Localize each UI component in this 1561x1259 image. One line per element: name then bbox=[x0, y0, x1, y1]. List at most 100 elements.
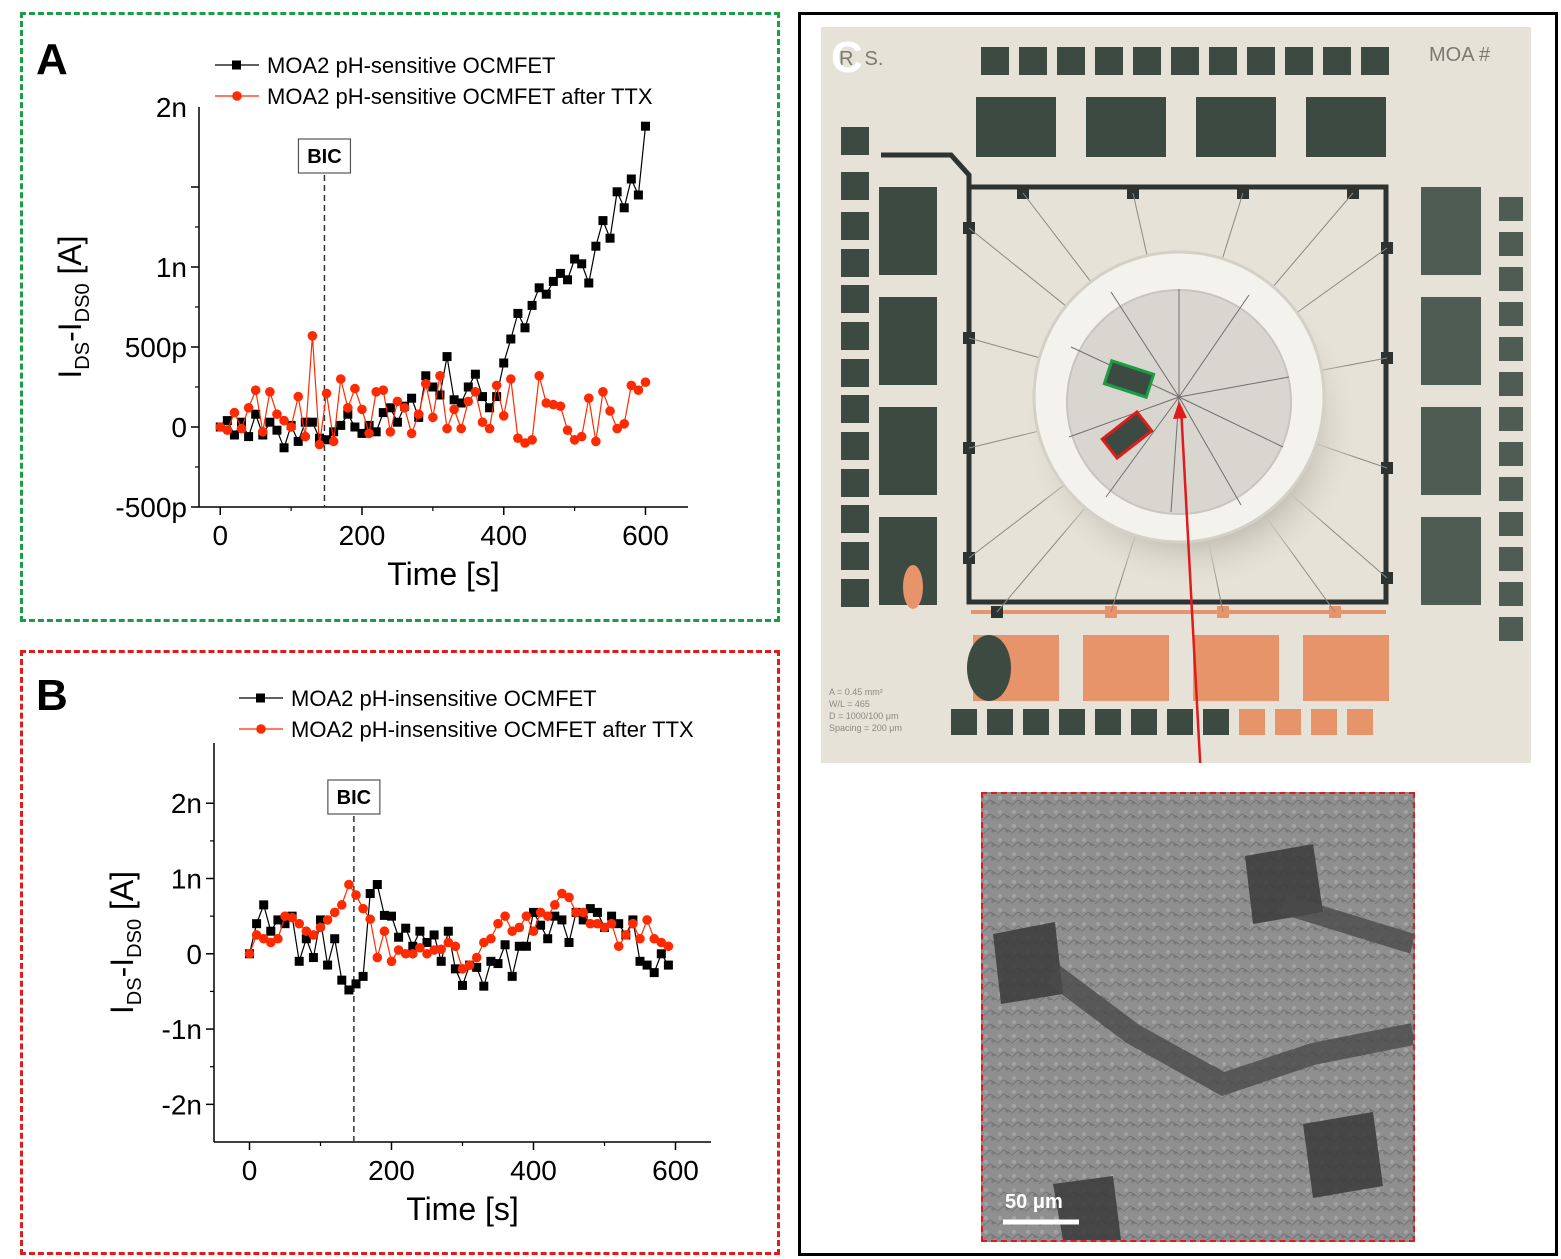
data-point bbox=[499, 358, 509, 368]
data-point bbox=[563, 275, 573, 285]
panel-a-letter: A bbox=[36, 35, 68, 84]
data-point bbox=[542, 911, 553, 921]
chip-spec-1: A = 0.45 mm² bbox=[829, 687, 883, 697]
data-point bbox=[484, 423, 495, 434]
chip-label-left: R. S. bbox=[839, 48, 883, 70]
data-point bbox=[456, 398, 466, 408]
data-point bbox=[293, 436, 303, 446]
y-tick-label: 0 bbox=[171, 412, 187, 443]
legend-marker bbox=[232, 60, 241, 70]
data-point bbox=[322, 435, 332, 445]
data-point bbox=[633, 385, 644, 396]
data-point bbox=[328, 436, 339, 447]
data-point bbox=[236, 423, 247, 434]
y-tick-label: 2n bbox=[171, 788, 202, 819]
data-point bbox=[591, 436, 601, 447]
data-point bbox=[607, 911, 617, 921]
data-point bbox=[442, 423, 452, 434]
data-point bbox=[273, 933, 283, 944]
data-point bbox=[535, 907, 546, 918]
data-point bbox=[237, 417, 247, 427]
data-point bbox=[420, 379, 431, 389]
data-point bbox=[500, 911, 510, 921]
data-point bbox=[350, 383, 360, 394]
zoom-arrow-head bbox=[1173, 401, 1187, 419]
legend-label: MOA2 pH-sensitive OCMFET bbox=[267, 53, 556, 78]
data-point bbox=[464, 960, 475, 970]
data-point bbox=[351, 979, 361, 989]
data-point bbox=[663, 941, 674, 952]
panel-c: R. S. MOA # A = 0.45 mm² W/L = 465 D = 1… bbox=[798, 12, 1558, 1256]
data-point bbox=[635, 956, 645, 966]
data-point bbox=[357, 428, 367, 438]
data-point bbox=[458, 980, 467, 990]
data-point bbox=[406, 428, 417, 439]
data-point bbox=[244, 432, 254, 442]
data-point bbox=[513, 308, 523, 318]
data-point bbox=[577, 259, 587, 269]
legend-label: MOA2 pH-insensitive OCMFET after TTX bbox=[291, 717, 694, 742]
data-point bbox=[435, 371, 445, 381]
data-point bbox=[479, 981, 489, 991]
data-point bbox=[399, 403, 410, 413]
data-point bbox=[408, 948, 418, 959]
data-point bbox=[300, 431, 311, 442]
data-point bbox=[344, 879, 354, 890]
data-point bbox=[307, 417, 317, 427]
data-point bbox=[534, 371, 544, 381]
data-point bbox=[541, 289, 551, 299]
data-point bbox=[640, 121, 650, 131]
data-point bbox=[222, 416, 232, 426]
data-point bbox=[279, 415, 289, 426]
data-point bbox=[266, 926, 276, 936]
panel-c-letter: C bbox=[831, 33, 863, 82]
data-point bbox=[351, 890, 361, 900]
data-point bbox=[605, 233, 615, 243]
data-point bbox=[485, 403, 495, 413]
data-point bbox=[265, 387, 275, 397]
data-point bbox=[513, 433, 523, 444]
chip-spec-3: D = 1000/100 μm bbox=[829, 711, 898, 721]
micrograph-drawing: 50 μm bbox=[983, 794, 1413, 1240]
data-point bbox=[470, 387, 481, 397]
data-point bbox=[642, 960, 652, 970]
data-point bbox=[599, 922, 610, 933]
data-point bbox=[619, 203, 629, 213]
sensing-electrode-green bbox=[1102, 358, 1156, 400]
data-point bbox=[472, 962, 482, 972]
data-point bbox=[640, 377, 651, 388]
sensing-electrode-red bbox=[1100, 409, 1154, 461]
data-point bbox=[493, 918, 503, 929]
bic-label: BIC bbox=[337, 787, 371, 809]
data-point bbox=[626, 380, 637, 391]
data-point bbox=[435, 390, 445, 400]
y-axis-title: IDS-IDS0 [A] bbox=[52, 235, 94, 378]
moa-chip-photo: R. S. MOA # A = 0.45 mm² W/L = 465 D = 1… bbox=[821, 27, 1531, 798]
data-point bbox=[316, 915, 325, 925]
data-point bbox=[562, 425, 573, 436]
data-point bbox=[436, 944, 447, 955]
zoom-arrow bbox=[1179, 406, 1204, 798]
data-point bbox=[506, 374, 516, 384]
data-point bbox=[421, 371, 431, 381]
data-point bbox=[570, 254, 580, 264]
x-tick-label: 0 bbox=[242, 1155, 258, 1186]
data-point bbox=[393, 945, 404, 955]
data-point bbox=[628, 918, 638, 929]
data-point bbox=[471, 952, 482, 963]
data-point bbox=[329, 907, 340, 918]
data-point bbox=[365, 889, 375, 899]
data-point bbox=[428, 412, 438, 423]
data-point bbox=[429, 930, 439, 940]
data-point bbox=[450, 941, 461, 952]
data-point bbox=[663, 960, 673, 970]
data-point bbox=[379, 910, 389, 920]
x-tick-label: 200 bbox=[368, 1155, 415, 1186]
chip-spec-2: W/L = 465 bbox=[829, 699, 870, 709]
data-point bbox=[576, 431, 587, 442]
data-point bbox=[286, 422, 296, 432]
data-point bbox=[514, 941, 524, 951]
data-point bbox=[387, 911, 396, 921]
data-point bbox=[307, 331, 318, 341]
data-point bbox=[527, 300, 537, 310]
